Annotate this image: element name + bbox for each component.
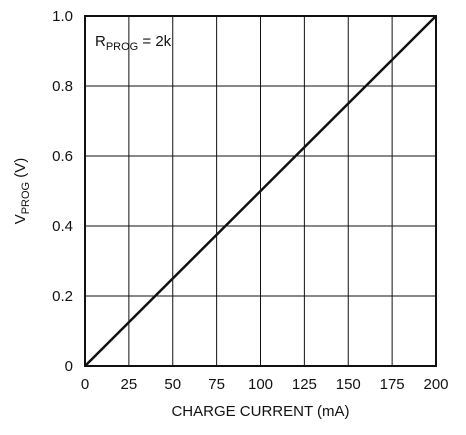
- x-tick-label: 50: [164, 376, 181, 393]
- y-axis-title: VPROG (V): [12, 158, 32, 225]
- y-axis-title-main: V: [12, 214, 29, 224]
- x-axis-title: CHARGE CURRENT (mA): [171, 403, 349, 420]
- y-tick-label: 0.4: [52, 218, 73, 235]
- x-tick-label: 125: [292, 376, 317, 393]
- y-tick-label: 0.8: [52, 78, 73, 95]
- y-tick-label: 0: [65, 358, 73, 375]
- series-layer: [84, 15, 437, 367]
- y-tick-label: 0.2: [52, 288, 73, 305]
- y-tick-label: 0.6: [52, 148, 73, 165]
- x-tick-label: 200: [423, 376, 448, 393]
- plot-frame: [84, 15, 437, 367]
- series-line: [84, 15, 437, 367]
- grid-layer: [85, 16, 436, 366]
- y-axis-title-rest: (V): [12, 158, 29, 182]
- y-tick-label: 1.0: [52, 8, 73, 25]
- x-tick-label: 100: [248, 376, 273, 393]
- y-axis-title-subscript: PROG: [20, 182, 32, 214]
- tick-layer: 0 25 50 75 100 125 150 175 200 0 0.2 0.4 0.6 0.8 1.0: [52, 8, 448, 393]
- annotation-rest: = 2k: [138, 33, 171, 50]
- x-tick-label: 150: [336, 376, 361, 393]
- annotation-subscript: PROG: [106, 41, 138, 53]
- x-tick-label: 75: [208, 376, 225, 393]
- x-tick-label: 25: [121, 376, 138, 393]
- x-tick-label: 0: [81, 376, 89, 393]
- rprog-annotation: RPROG = 2k: [95, 33, 172, 53]
- annotation-main: R: [95, 33, 106, 50]
- x-tick-label: 175: [380, 376, 405, 393]
